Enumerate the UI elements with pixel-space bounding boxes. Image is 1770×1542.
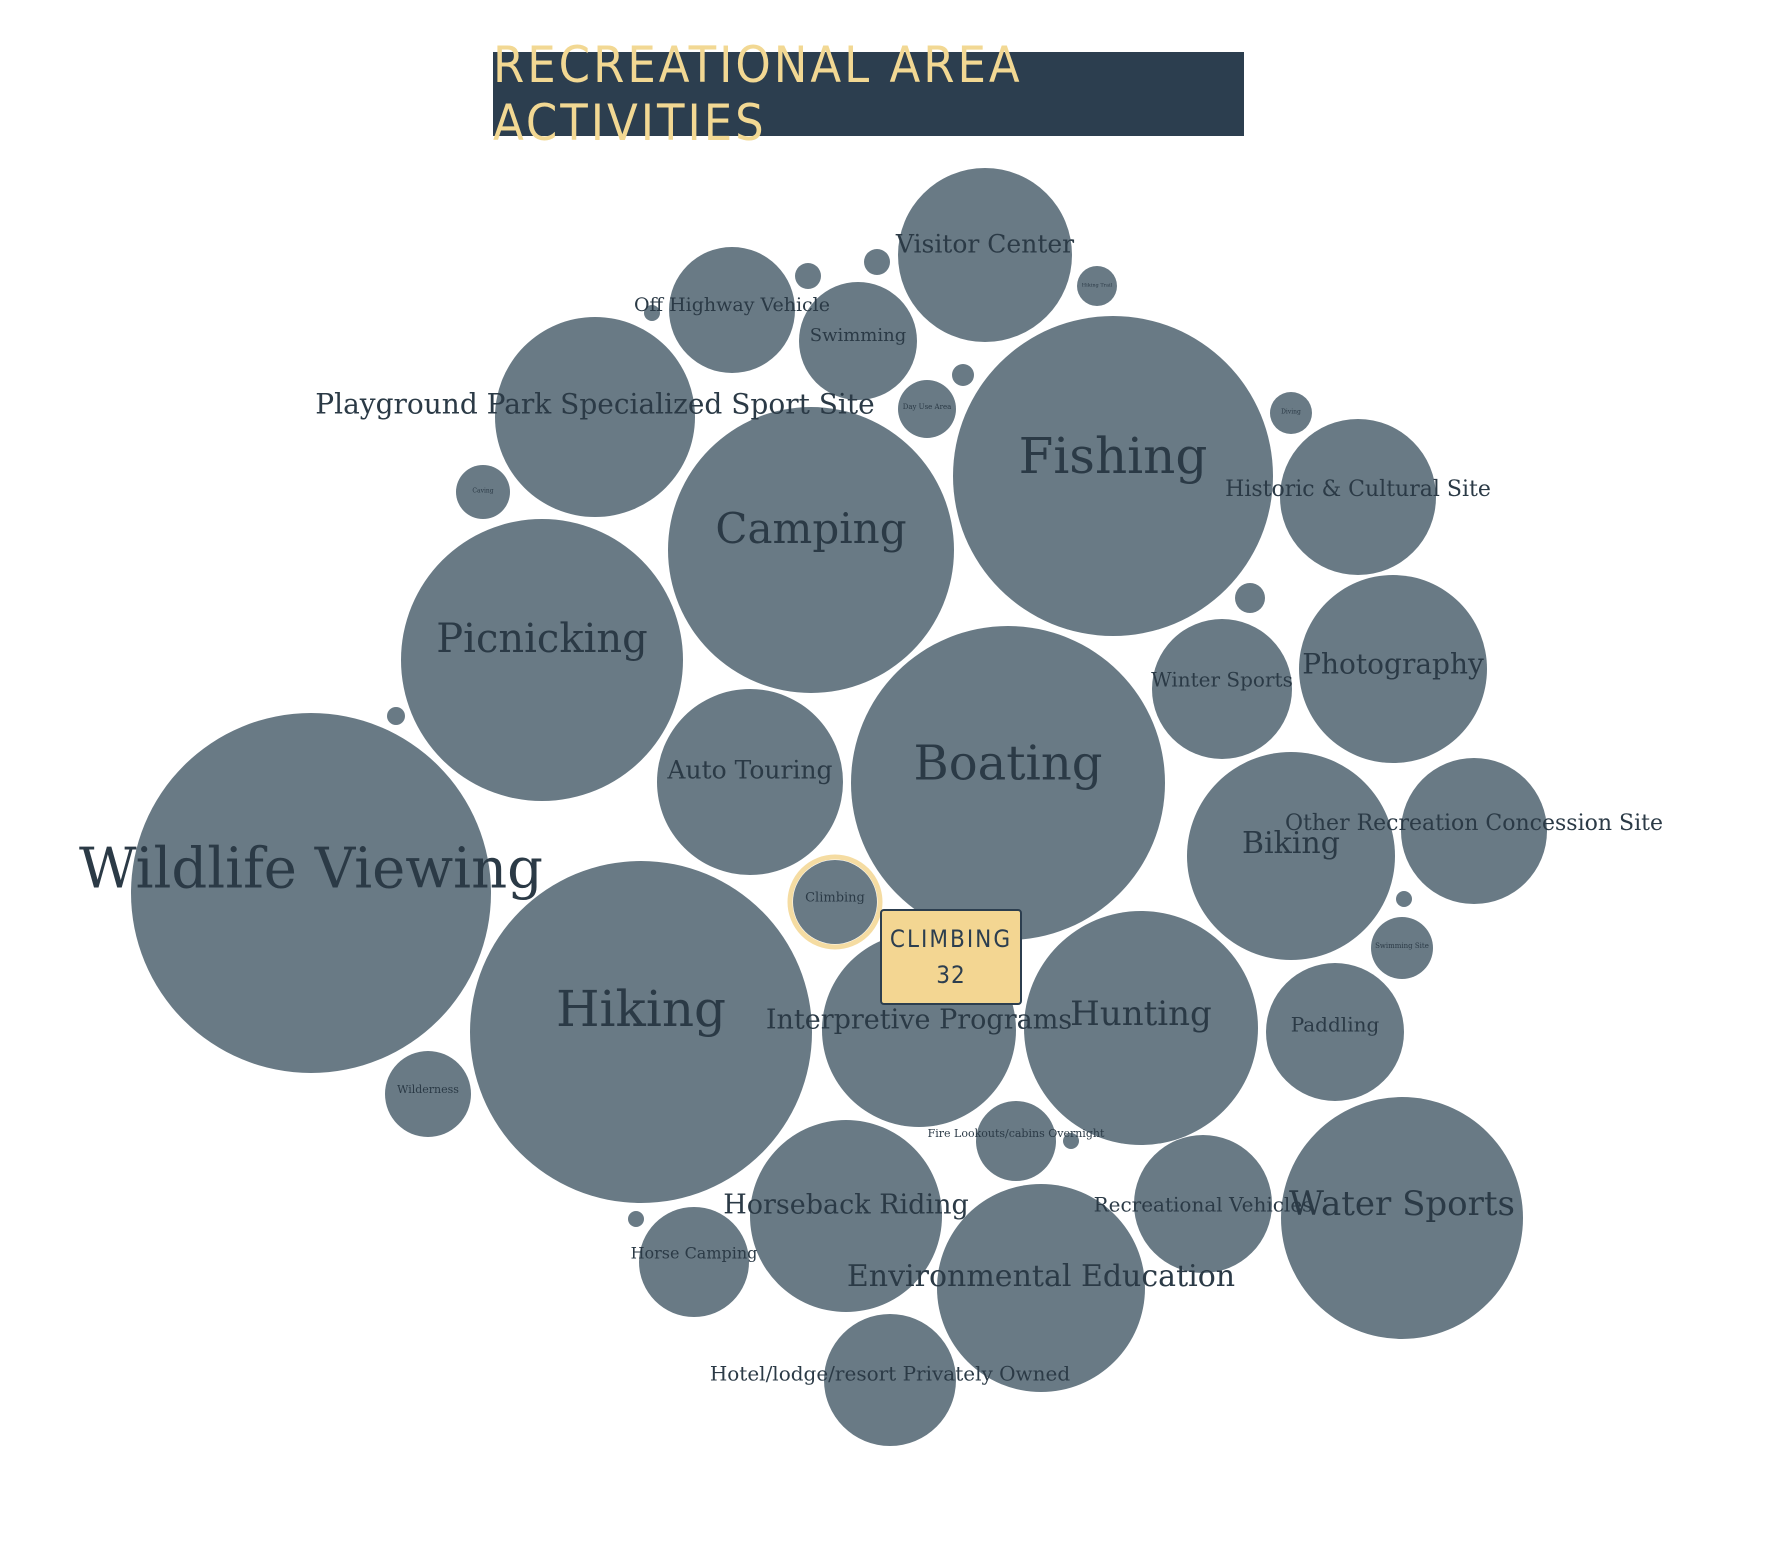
bubble[interactable] xyxy=(495,317,695,517)
bubble[interactable] xyxy=(937,1184,1145,1392)
bubble[interactable] xyxy=(1266,963,1404,1101)
bubble[interactable] xyxy=(898,380,956,438)
bubble[interactable] xyxy=(1024,911,1258,1145)
bubble[interactable] xyxy=(1280,419,1436,575)
bubble-label: Climbing xyxy=(805,891,865,906)
minor-bubble[interactable] xyxy=(952,364,974,386)
minor-bubble[interactable] xyxy=(795,263,821,289)
bubble-label: Interpretive Programs xyxy=(766,1005,1072,1036)
bubble-label: Caving xyxy=(472,488,493,495)
highlight-ring xyxy=(787,854,883,950)
bubble-label: Wilderness xyxy=(397,1083,459,1096)
bubble[interactable] xyxy=(898,168,1072,342)
tooltip-name: CLIMBING xyxy=(889,925,1013,953)
bubble-label: Historic & Cultural Site xyxy=(1225,477,1491,502)
bubble-label: Auto Touring xyxy=(666,756,832,785)
bubble[interactable] xyxy=(799,282,917,400)
bubble-label: Swimming xyxy=(810,325,907,346)
bubble-label: Environmental Education xyxy=(847,1259,1235,1294)
bubble-label: Biking xyxy=(1242,826,1340,861)
bubble[interactable] xyxy=(1187,752,1395,960)
bubble[interactable] xyxy=(793,860,877,944)
bubble-label: Hiking Trail xyxy=(1082,283,1113,289)
bubble[interactable] xyxy=(401,519,683,801)
bubble[interactable] xyxy=(750,1120,942,1312)
bubble[interactable] xyxy=(1134,1135,1272,1273)
bubble[interactable] xyxy=(1270,392,1312,434)
bubble-label: Winter Sports xyxy=(1151,668,1293,692)
bubble-label: Off Highway Vehicle xyxy=(634,294,830,316)
bubble-label: Day Use Area xyxy=(903,403,952,411)
chart-title: RECREATIONAL AREA ACTIVITIES xyxy=(493,36,1023,152)
bubble-label: Boating xyxy=(913,736,1102,792)
bubble-label: Playground Park Specialized Sport Site xyxy=(315,388,874,421)
bubble[interactable] xyxy=(385,1051,471,1137)
bubble[interactable] xyxy=(953,316,1273,636)
bubble[interactable] xyxy=(1281,1097,1523,1339)
bubble[interactable] xyxy=(1371,917,1433,979)
bubble-label: Hiking xyxy=(556,980,726,1038)
bubble-label: Camping xyxy=(715,504,906,553)
minor-bubble[interactable] xyxy=(387,707,405,725)
bubble[interactable] xyxy=(851,626,1165,940)
bubble-label: Horseback Riding xyxy=(723,1190,969,1221)
bubble-label: Photography xyxy=(1302,648,1484,681)
bubble[interactable] xyxy=(669,247,795,373)
bubble[interactable] xyxy=(456,465,510,519)
bubble-label: Picnicking xyxy=(436,616,647,662)
bubble[interactable] xyxy=(1152,619,1292,759)
bubble-label: Paddling xyxy=(1291,1013,1380,1037)
tooltip-value: 32 xyxy=(936,961,966,989)
minor-bubble[interactable] xyxy=(628,1211,644,1227)
bubble[interactable] xyxy=(131,713,491,1073)
bubble-label: Diving xyxy=(1281,409,1301,416)
title-banner: RECREATIONAL AREA ACTIVITIES xyxy=(493,36,1244,152)
bubble[interactable] xyxy=(639,1207,749,1317)
bubble-label: Recreational Vehicles xyxy=(1094,1193,1313,1217)
tooltip: CLIMBING 32 xyxy=(880,909,1022,1005)
minor-bubble[interactable] xyxy=(1063,1133,1079,1149)
bubble[interactable] xyxy=(976,1101,1056,1181)
bubble[interactable] xyxy=(824,1314,956,1446)
bubble-label: Fishing xyxy=(1019,427,1208,485)
bubble-label: Hotel/lodge/resort Privately Owned xyxy=(710,1362,1071,1386)
bubble-label: Wildlife Viewing xyxy=(79,837,543,902)
bubble[interactable] xyxy=(668,407,954,693)
bubble-label: Visitor Center xyxy=(895,230,1074,259)
bubble[interactable] xyxy=(657,689,843,875)
bubble-label: Other Recreation Concession Site xyxy=(1285,811,1663,836)
bubble[interactable] xyxy=(1077,266,1117,306)
bubble-label: Swimming Site xyxy=(1375,942,1429,950)
bubble-label: Water Sports xyxy=(1289,1184,1515,1224)
minor-bubble[interactable] xyxy=(1235,583,1265,613)
bubble-label: Fire Lookouts/cabins Overnight xyxy=(928,1127,1105,1140)
bubble-label: Horse Camping xyxy=(631,1244,758,1263)
bubble[interactable] xyxy=(470,861,812,1203)
minor-bubble[interactable] xyxy=(1396,891,1412,907)
minor-bubble[interactable] xyxy=(864,249,890,275)
minor-bubble[interactable] xyxy=(644,305,660,321)
bubble-label: Hunting xyxy=(1070,994,1212,1034)
bubble[interactable] xyxy=(1401,758,1547,904)
bubble[interactable] xyxy=(1299,575,1487,763)
